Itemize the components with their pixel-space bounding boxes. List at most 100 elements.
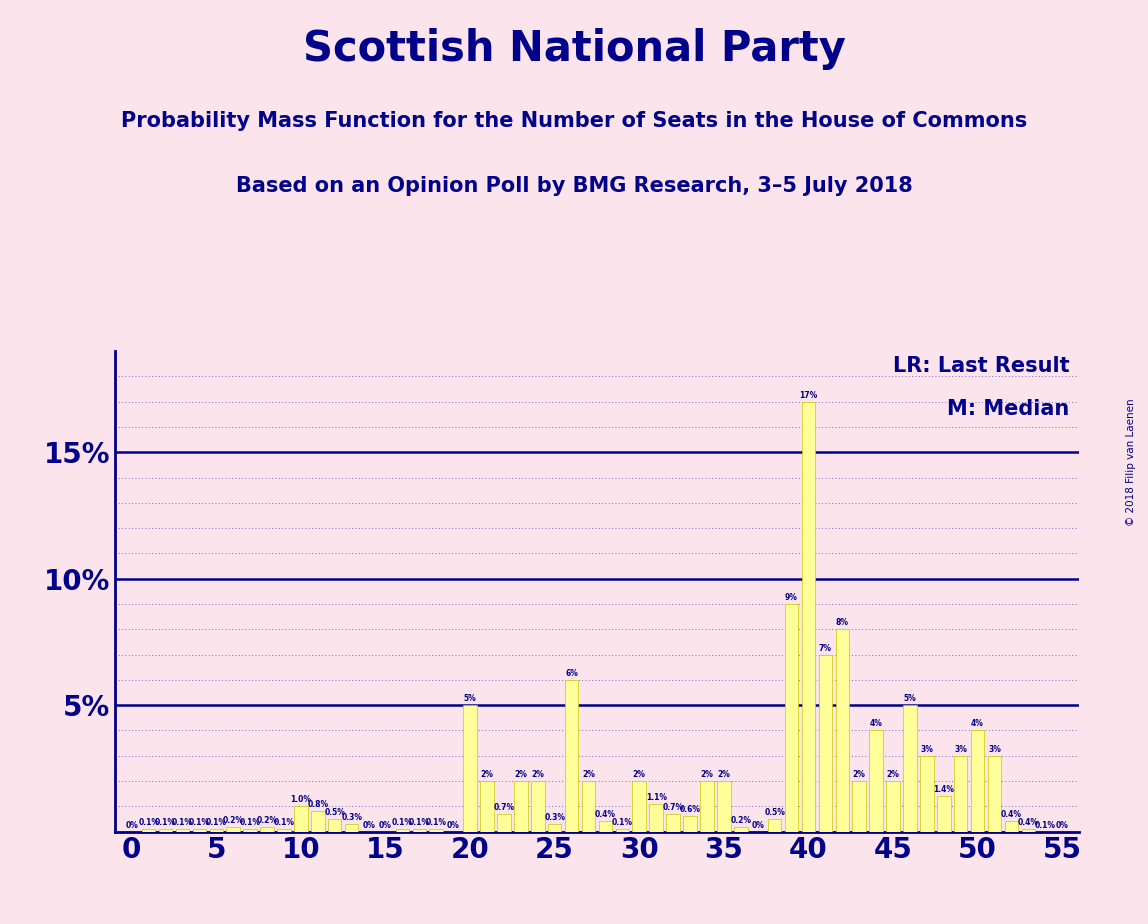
Text: 0.1%: 0.1% [409, 818, 429, 827]
Bar [176, 829, 189, 832]
Text: LR: Last Result: LR: Last Result [893, 356, 1070, 376]
Text: 0.4%: 0.4% [1018, 818, 1039, 827]
Bar [836, 629, 850, 832]
Text: 0.2%: 0.2% [730, 816, 751, 824]
Bar [210, 829, 223, 832]
Bar [548, 824, 561, 832]
Text: M: Median: M: Median [947, 399, 1070, 419]
Text: 3%: 3% [954, 745, 967, 754]
Text: 0.6%: 0.6% [680, 806, 700, 814]
Text: 0%: 0% [751, 821, 765, 830]
Text: 0%: 0% [125, 821, 138, 830]
Bar [412, 829, 426, 832]
Text: Scottish National Party: Scottish National Party [303, 28, 845, 69]
Text: 1.0%: 1.0% [290, 796, 311, 804]
Bar [853, 781, 866, 832]
Text: 9%: 9% [785, 593, 798, 602]
Bar [666, 814, 680, 832]
Text: 6%: 6% [565, 669, 579, 678]
Text: 2%: 2% [700, 770, 713, 779]
Text: 1.4%: 1.4% [933, 785, 954, 794]
Text: 0.8%: 0.8% [308, 800, 328, 809]
Text: 1.1%: 1.1% [645, 793, 667, 802]
Text: 0%: 0% [1056, 821, 1069, 830]
Text: 0.2%: 0.2% [256, 816, 278, 824]
Bar [294, 807, 308, 832]
Bar [920, 756, 933, 832]
Text: 0%: 0% [362, 821, 375, 830]
Text: 0.4%: 0.4% [595, 810, 616, 820]
Text: 2%: 2% [633, 770, 645, 779]
Bar [532, 781, 544, 832]
Text: 3%: 3% [988, 745, 1001, 754]
Text: Probability Mass Function for the Number of Seats in the House of Commons: Probability Mass Function for the Number… [121, 111, 1027, 131]
Text: 2%: 2% [853, 770, 866, 779]
Bar [261, 827, 274, 832]
Text: 0.2%: 0.2% [223, 816, 243, 824]
Bar [768, 819, 782, 832]
Text: 0.1%: 0.1% [391, 818, 413, 827]
Text: 0.1%: 0.1% [189, 818, 210, 827]
Bar [633, 781, 646, 832]
Text: 8%: 8% [836, 618, 848, 627]
Bar [683, 817, 697, 832]
Bar [886, 781, 900, 832]
Text: 0.1%: 0.1% [172, 818, 193, 827]
Bar [396, 829, 409, 832]
Bar [243, 829, 257, 832]
Bar [142, 829, 155, 832]
Bar [869, 731, 883, 832]
Text: 0.1%: 0.1% [612, 818, 633, 827]
Bar [700, 781, 714, 832]
Bar [344, 824, 358, 832]
Text: 2%: 2% [886, 770, 900, 779]
Bar [615, 829, 629, 832]
Bar [464, 705, 476, 832]
Text: 0.5%: 0.5% [324, 808, 346, 817]
Text: 2%: 2% [718, 770, 730, 779]
Bar [785, 604, 798, 832]
Text: Based on an Opinion Poll by BMG Research, 3–5 July 2018: Based on an Opinion Poll by BMG Research… [235, 176, 913, 196]
Bar [582, 781, 596, 832]
Text: 0.7%: 0.7% [494, 803, 514, 812]
Text: 0.1%: 0.1% [273, 818, 295, 827]
Text: 0.1%: 0.1% [240, 818, 261, 827]
Bar [497, 814, 511, 832]
Bar [193, 829, 207, 832]
Bar [480, 781, 494, 832]
Text: 0.1%: 0.1% [426, 818, 447, 827]
Text: 7%: 7% [819, 643, 832, 652]
Text: 2%: 2% [532, 770, 544, 779]
Text: 0.1%: 0.1% [205, 818, 227, 827]
Text: 17%: 17% [799, 391, 817, 400]
Text: 0%: 0% [379, 821, 391, 830]
Text: 0%: 0% [447, 821, 459, 830]
Bar [819, 654, 832, 832]
Text: 5%: 5% [464, 694, 476, 703]
Text: 0.1%: 0.1% [138, 818, 160, 827]
Text: 5%: 5% [903, 694, 916, 703]
Bar [987, 756, 1001, 832]
Text: 0.3%: 0.3% [544, 813, 565, 822]
Text: 0.5%: 0.5% [765, 808, 785, 817]
Bar [650, 804, 662, 832]
Text: 2%: 2% [481, 770, 494, 779]
Bar [311, 811, 325, 832]
Bar [801, 402, 815, 832]
Text: 4%: 4% [870, 720, 883, 728]
Text: 4%: 4% [971, 720, 984, 728]
Bar [937, 796, 951, 832]
Bar [226, 827, 240, 832]
Text: 0.7%: 0.7% [662, 803, 684, 812]
Bar [565, 680, 579, 832]
Bar [328, 819, 341, 832]
Bar [734, 827, 747, 832]
Bar [598, 821, 612, 832]
Bar [429, 829, 443, 832]
Text: 2%: 2% [514, 770, 527, 779]
Text: © 2018 Filip van Laenen: © 2018 Filip van Laenen [1126, 398, 1135, 526]
Text: 0.4%: 0.4% [1001, 810, 1022, 820]
Text: 0.1%: 0.1% [155, 818, 176, 827]
Text: 3%: 3% [921, 745, 933, 754]
Bar [1004, 821, 1018, 832]
